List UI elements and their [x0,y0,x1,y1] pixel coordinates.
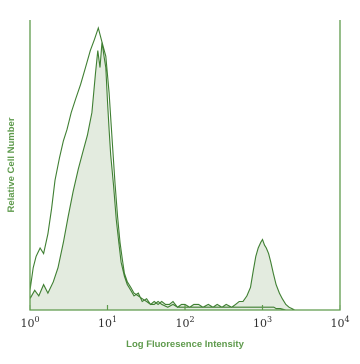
x-tick-label: 100 [20,315,39,330]
x-tick-label: 101 [98,315,117,330]
x-tick-label: 104 [330,315,349,330]
x-tick-label: 103 [253,315,272,330]
filled-histogram-line [29,42,295,311]
filled-histogram-area [30,42,295,310]
y-axis-title: Relative Cell Number [6,117,17,212]
outline-histogram-line [29,26,298,311]
x-tick-label: 102 [175,315,194,330]
plot-area [29,26,298,311]
x-axis-tick-labels: 100 101 102 103 104 [20,315,349,330]
x-axis-title: Log Fluoresence Intensity [126,339,244,350]
x-axis-ticks [29,305,341,310]
